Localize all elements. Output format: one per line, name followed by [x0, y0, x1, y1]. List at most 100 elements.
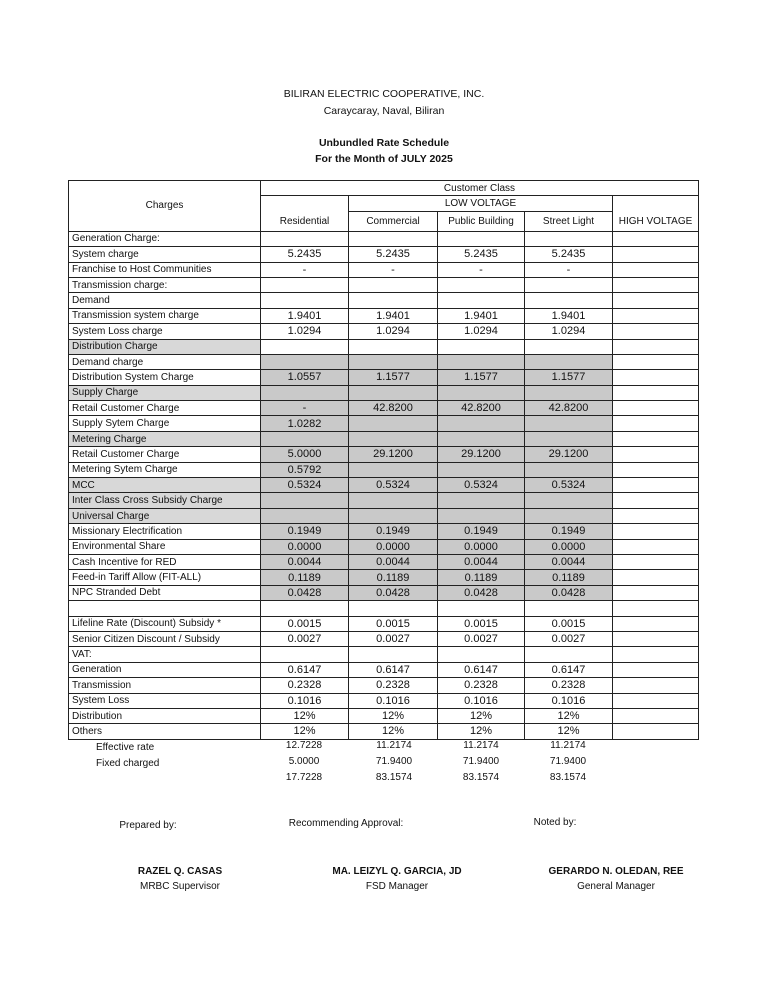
value-cell: 12%	[524, 723, 613, 740]
value-cell: 0.1189	[260, 569, 349, 586]
signature-name: RAZEL Q. CASAS	[137, 866, 223, 877]
row-label: Retail Customer Charge	[68, 446, 261, 463]
table-row: Generation Charge:	[68, 230, 699, 248]
summary-value: 71.9400	[549, 756, 587, 767]
row-label: Lifeline Rate (Discount) Subsidy *	[68, 615, 261, 632]
table-row: Universal Charge	[68, 507, 699, 525]
value-cell	[437, 507, 525, 525]
value-cell: 1.0294	[348, 323, 438, 340]
value-cell: 0.2328	[437, 677, 525, 694]
value-cell: 0.0000	[260, 538, 349, 555]
cell	[348, 600, 438, 617]
value-cell: 5.0000	[260, 446, 349, 463]
value-cell	[612, 461, 699, 479]
value-cell: 0.0000	[348, 538, 438, 555]
value-cell: 0.5792	[260, 461, 349, 479]
summary-total: 83.1574	[549, 772, 587, 783]
value-cell: 1.0557	[260, 369, 349, 386]
value-cell	[260, 646, 349, 663]
value-cell	[524, 430, 613, 448]
table-row: Missionary Electrification 0.1949 0.1949 0.…	[68, 523, 699, 540]
value-cell	[612, 353, 699, 371]
value-cell	[437, 430, 525, 448]
value-cell	[612, 553, 699, 571]
summary-total: 17.7228	[285, 772, 323, 783]
value-cell	[348, 353, 438, 371]
row-label: VAT:	[68, 646, 261, 663]
value-cell: 1.9401	[260, 307, 349, 325]
value-cell	[348, 230, 438, 248]
value-cell	[348, 430, 438, 448]
row-label: Metering Sytem Charge	[68, 461, 261, 479]
row-label: Inter Class Cross Subsidy Charge	[68, 492, 261, 509]
value-cell	[524, 292, 613, 309]
value-cell	[612, 400, 699, 417]
value-cell	[612, 230, 699, 248]
value-cell: 0.1016	[524, 692, 613, 709]
value-cell	[260, 384, 349, 402]
value-cell: 42.8200	[348, 400, 438, 417]
value-cell	[612, 307, 699, 325]
value-cell	[524, 353, 613, 371]
table-row: Retail Customer Charge -42.8200 42.8200 42.…	[68, 400, 699, 417]
row-label: Demand	[68, 292, 261, 309]
table-row: Environmental Share 0.0000 0.0000 0.0000 0.0…	[68, 538, 699, 555]
value-cell	[260, 507, 349, 525]
value-cell: 5.2435	[348, 246, 438, 263]
value-cell: 5.2435	[524, 246, 613, 263]
value-cell	[612, 584, 699, 602]
col-header: Charges	[68, 180, 261, 232]
value-cell	[612, 723, 699, 740]
value-cell: 0.1949	[348, 523, 438, 540]
value-cell	[612, 292, 699, 309]
value-cell: 0.0027	[260, 630, 349, 648]
row-label: Distribution Charge	[68, 338, 261, 355]
row-label: Distribution	[68, 707, 261, 725]
summary-value: 11.2174	[550, 740, 586, 751]
table-row: System charge 5.2435 5.2435 5.2435 5.2435	[68, 246, 699, 263]
value-cell: 1.9401	[524, 307, 613, 325]
row-label: Universal Charge	[68, 507, 261, 525]
value-cell	[612, 615, 699, 632]
summary-label: Fixed charged	[96, 758, 160, 769]
value-cell: 0.0027	[348, 630, 438, 648]
value-cell: 0.1949	[260, 523, 349, 540]
value-cell: -	[348, 261, 438, 278]
signature-position: General Manager	[577, 881, 655, 892]
row-label: MCC	[68, 477, 261, 494]
table-row: Inter Class Cross Subsidy Charge	[68, 492, 699, 509]
value-cell: -	[260, 400, 349, 417]
value-cell: 0.5324	[260, 477, 349, 494]
table-row: Transmission charge:	[68, 276, 699, 294]
row-label: Feed-in Tariff Allow (FIT-ALL)	[68, 569, 261, 586]
signature-caption: Noted by:	[533, 817, 577, 828]
signature-position: MRBC Supervisor	[139, 881, 221, 892]
value-cell	[348, 646, 438, 663]
table-row: Supply Charge	[68, 384, 699, 402]
value-cell	[612, 492, 699, 509]
value-cell	[437, 646, 525, 663]
value-cell	[612, 646, 699, 663]
value-cell	[612, 415, 699, 432]
table-row: Lifeline Rate (Discount) Subsidy * 0.0015…	[68, 615, 699, 632]
table-row: Transmission 0.2328 0.2328 0.2328 0.2328	[68, 677, 699, 694]
value-cell: 1.0294	[260, 323, 349, 340]
value-cell	[348, 276, 438, 294]
row-label: Generation	[68, 661, 261, 679]
value-cell: 0.1189	[437, 569, 525, 586]
cell	[612, 195, 699, 212]
value-cell: 29.1200	[437, 446, 525, 463]
value-cell	[437, 415, 525, 432]
table-row: Supply Sytem Charge 1.0282	[68, 415, 699, 432]
summary-value: 11.2174	[463, 740, 499, 751]
table-row: MCC 0.5324 0.5324 0.5324 0.5324	[68, 477, 699, 494]
value-cell	[612, 369, 699, 386]
value-cell	[260, 492, 349, 509]
summary-value: 5.0000	[288, 756, 320, 767]
value-cell: -	[437, 261, 525, 278]
table-row: Generation 0.6147 0.6147 0.6147 0.6147	[68, 661, 699, 679]
row-label: Franchise to Host Communities	[68, 261, 261, 278]
value-cell: 0.0015	[260, 615, 349, 632]
value-cell: 1.1577	[437, 369, 525, 386]
summary-value: 71.9400	[375, 756, 413, 767]
